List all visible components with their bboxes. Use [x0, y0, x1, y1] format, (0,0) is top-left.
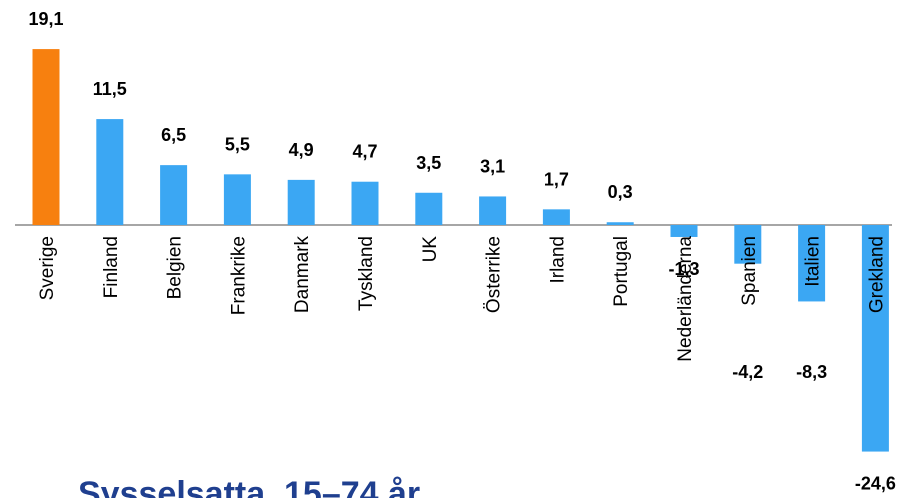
- bar: [861, 225, 889, 452]
- value-label: 6,5: [161, 125, 186, 145]
- value-label: -8,3: [796, 362, 827, 382]
- value-label: 1,7: [544, 169, 569, 189]
- value-label: 4,9: [289, 140, 314, 160]
- x-tick-label: Belgien: [165, 236, 186, 299]
- bar: [223, 174, 251, 225]
- x-tick-label: Sverige: [37, 236, 58, 300]
- x-tick-label: Frankrike: [228, 236, 249, 315]
- bar: [670, 225, 698, 237]
- value-label: 19,1: [28, 9, 63, 29]
- value-label: 0,3: [608, 182, 633, 202]
- value-label: -1,3: [668, 259, 699, 279]
- x-tick-label: Finland: [101, 236, 122, 298]
- value-label: -4,2: [732, 362, 763, 382]
- value-label: 3,5: [416, 153, 441, 173]
- x-tick-label: Portugal: [611, 236, 632, 307]
- bar: [798, 225, 826, 302]
- chart-title: Sysselsatta, 15–74 år: [78, 475, 420, 498]
- bar: [542, 209, 570, 225]
- x-tick-label: Österrike: [484, 236, 505, 313]
- x-tick-label: Italien: [803, 236, 824, 287]
- value-label: 5,5: [225, 134, 250, 154]
- x-tick-label: UK: [420, 236, 441, 263]
- value-label: 4,7: [352, 142, 377, 162]
- x-tick-label: Nederländerna: [675, 236, 696, 362]
- bar: [351, 181, 379, 225]
- bar: [160, 165, 188, 225]
- bar: [96, 119, 124, 225]
- bar: [479, 196, 507, 225]
- x-tick-label: Danmark: [292, 236, 313, 314]
- value-label: -24,6: [855, 474, 896, 494]
- bar: [415, 192, 443, 225]
- bar: [606, 222, 634, 225]
- bar: [287, 179, 315, 225]
- x-tick-label: Grekland: [866, 236, 887, 313]
- bar: [32, 49, 60, 225]
- x-tick-label: Tyskland: [356, 236, 377, 311]
- x-tick-label: Irland: [547, 236, 568, 284]
- value-label: 11,5: [93, 79, 127, 99]
- bar: [734, 225, 762, 264]
- value-label: 3,1: [480, 156, 505, 176]
- x-tick-label: Spanien: [739, 236, 760, 306]
